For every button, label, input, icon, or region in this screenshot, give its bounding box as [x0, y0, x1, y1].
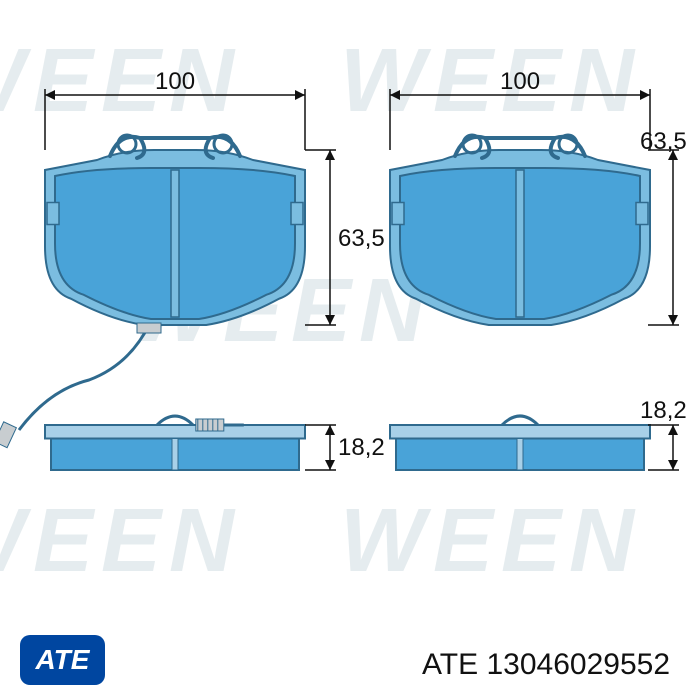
dim-height-right: 63,5: [640, 128, 687, 156]
dim-height-left: 63,5: [338, 225, 385, 253]
technical-drawing: [0, 0, 700, 700]
footer-brand: ATE: [422, 648, 478, 681]
dim-thick-left: 18,2: [338, 434, 385, 462]
footer-text: ATE 13046029552: [422, 648, 670, 682]
brand-logo: ATE: [20, 635, 105, 685]
dim-width-left: 100: [155, 68, 195, 96]
dim-thick-right: 18,2: [640, 397, 687, 425]
footer-partnum: 13046029552: [486, 648, 670, 681]
dim-width-right: 100: [500, 68, 540, 96]
